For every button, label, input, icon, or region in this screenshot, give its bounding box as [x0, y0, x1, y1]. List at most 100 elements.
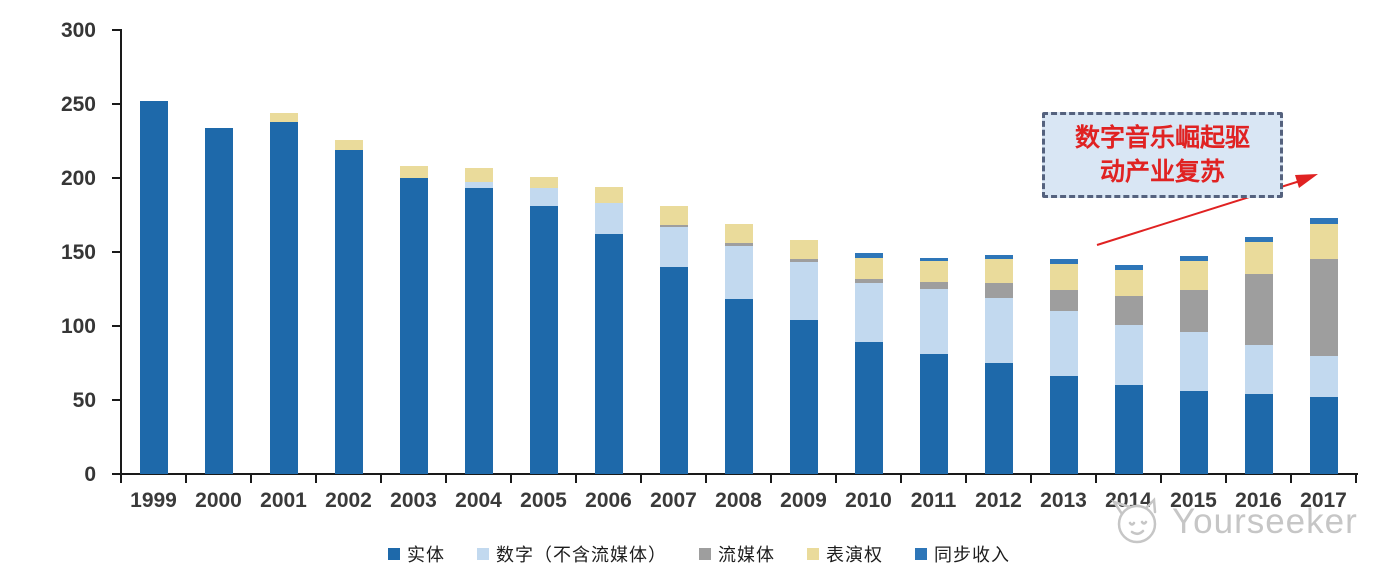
x-axis-label-1999: 1999: [130, 489, 177, 512]
bar-segment-physical-2015: [1179, 391, 1208, 474]
bar-2006: [594, 186, 623, 474]
legend-item-streaming: 流媒体: [699, 541, 775, 567]
legend: 实体 数字（不含流媒体） 流媒体 表演权 同步收入: [0, 541, 1398, 567]
y-axis-label-300: 300: [60, 19, 96, 42]
watermark-text: Yourseeker: [1172, 502, 1358, 541]
legend-swatch-digital-icon: [477, 548, 489, 560]
legend-item-digital-excl-streaming: 数字（不含流媒体）: [477, 541, 667, 567]
x-tick-10: [770, 475, 772, 483]
bar-segment-performance-rights-2004: [464, 167, 493, 183]
x-axis-label-2012: 2012: [975, 489, 1022, 512]
bar-segment-digital-excl-streaming-2008: [724, 246, 753, 300]
bar-segment-sync-2010: [854, 253, 883, 258]
bar-segment-digital-excl-streaming-2016: [1244, 345, 1273, 395]
y-tick-150: [112, 251, 121, 253]
bar-2008: [724, 223, 753, 474]
bar-segment-physical-2003: [399, 177, 428, 474]
bar-segment-digital-excl-streaming-2015: [1179, 331, 1208, 392]
yourseeker-logo-icon: [1110, 497, 1157, 544]
bar-segment-performance-rights-2014: [1114, 269, 1143, 297]
x-tick-13: [965, 475, 967, 483]
x-tick-15: [1095, 475, 1097, 483]
y-axis-label-50: 50: [72, 389, 96, 412]
bar-segment-physical-1999: [139, 101, 168, 474]
bar-2003: [399, 166, 428, 474]
bar-segment-performance-rights-2003: [399, 166, 428, 178]
legend-label-digital: 数字（不含流媒体）: [496, 545, 667, 566]
x-axis-label-2015: 2015: [1170, 489, 1217, 512]
y-tick-50: [112, 399, 121, 401]
legend-swatch-streaming-icon: [699, 548, 711, 560]
x-tick-7: [575, 475, 577, 483]
x-axis-label-2005: 2005: [520, 489, 567, 512]
bar-segment-digital-excl-streaming-2004: [464, 182, 493, 189]
x-tick-9: [705, 475, 707, 483]
bar-segment-physical-2000: [204, 127, 233, 474]
x-tick-17: [1225, 475, 1227, 483]
bar-segment-sync-2015: [1179, 256, 1208, 261]
bar-segment-digital-excl-streaming-2017: [1309, 355, 1338, 398]
bar-segment-digital-excl-streaming-2005: [529, 188, 558, 207]
bar-segment-physical-2012: [984, 362, 1013, 474]
x-axis-label-2013: 2013: [1040, 489, 1087, 512]
bar-segment-performance-rights-2017: [1309, 223, 1338, 260]
bar-segment-sync-2012: [984, 254, 1013, 260]
legend-label-streaming: 流媒体: [718, 545, 775, 566]
bar-segment-physical-2007: [659, 266, 688, 474]
x-tick-12: [900, 475, 902, 483]
bar-segment-streaming-2010: [854, 278, 883, 284]
bar-segment-performance-rights-2011: [919, 260, 948, 282]
x-axis-label-2011: 2011: [910, 489, 957, 512]
bar-segment-performance-rights-2008: [724, 223, 753, 244]
legend-label-sync: 同步收入: [934, 545, 1010, 566]
bar-segment-physical-2010: [854, 342, 883, 474]
bar-segment-performance-rights-2015: [1179, 260, 1208, 291]
bar-segment-physical-2011: [919, 354, 948, 474]
bar-segment-physical-2005: [529, 206, 558, 474]
bar-segment-sync-2013: [1049, 259, 1078, 264]
bar-segment-digital-excl-streaming-2013: [1049, 311, 1078, 377]
bar-segment-streaming-2013: [1049, 290, 1078, 312]
x-axis-label-2004: 2004: [455, 489, 502, 512]
bar-2001: [269, 112, 298, 474]
x-axis-label-2006: 2006: [585, 489, 632, 512]
bar-2004: [464, 167, 493, 474]
bar-segment-performance-rights-2001: [269, 112, 298, 122]
bar-segment-performance-rights-2007: [659, 206, 688, 226]
x-axis-label-2017: 2017: [1300, 489, 1347, 512]
bar-segment-physical-2002: [334, 149, 363, 474]
x-axis-label-2000: 2000: [195, 489, 242, 512]
bar-2012: [984, 254, 1013, 474]
x-tick-14: [1030, 475, 1032, 483]
bar-segment-performance-rights-2013: [1049, 263, 1078, 291]
bar-segment-physical-2017: [1309, 397, 1338, 474]
legend-item-physical: 实体: [388, 541, 445, 567]
bar-segment-performance-rights-2016: [1244, 241, 1273, 275]
bar-segment-streaming-2015: [1179, 290, 1208, 332]
bar-segment-streaming-2007: [659, 225, 688, 227]
bar-segment-physical-2013: [1049, 376, 1078, 474]
bar-segment-sync-2011: [919, 257, 948, 261]
bar-segment-performance-rights-2006: [594, 186, 623, 204]
x-axis-label-2016: 2016: [1235, 489, 1282, 512]
x-axis-label-2008: 2008: [715, 489, 762, 512]
x-tick-0: [120, 475, 122, 483]
legend-swatch-sync-icon: [915, 548, 927, 560]
x-axis-label-2010: 2010: [845, 489, 892, 512]
bar-segment-physical-2001: [269, 121, 298, 474]
legend-swatch-physical-icon: [388, 548, 400, 560]
x-tick-2: [250, 475, 252, 483]
bar-segment-performance-rights-2009: [789, 240, 818, 260]
bar-2011: [919, 257, 948, 474]
bar-segment-performance-rights-2002: [334, 139, 363, 150]
bar-segment-streaming-2016: [1244, 274, 1273, 346]
annotation-box: 数字音乐崛起驱 动产业复苏: [1042, 112, 1283, 198]
bar-segment-streaming-2017: [1309, 259, 1338, 356]
y-tick-250: [112, 103, 121, 105]
bar-2010: [854, 253, 883, 474]
bar-segment-physical-2008: [724, 299, 753, 474]
bar-2009: [789, 240, 818, 474]
bar-segment-physical-2016: [1244, 394, 1273, 474]
bar-2017: [1309, 217, 1338, 474]
